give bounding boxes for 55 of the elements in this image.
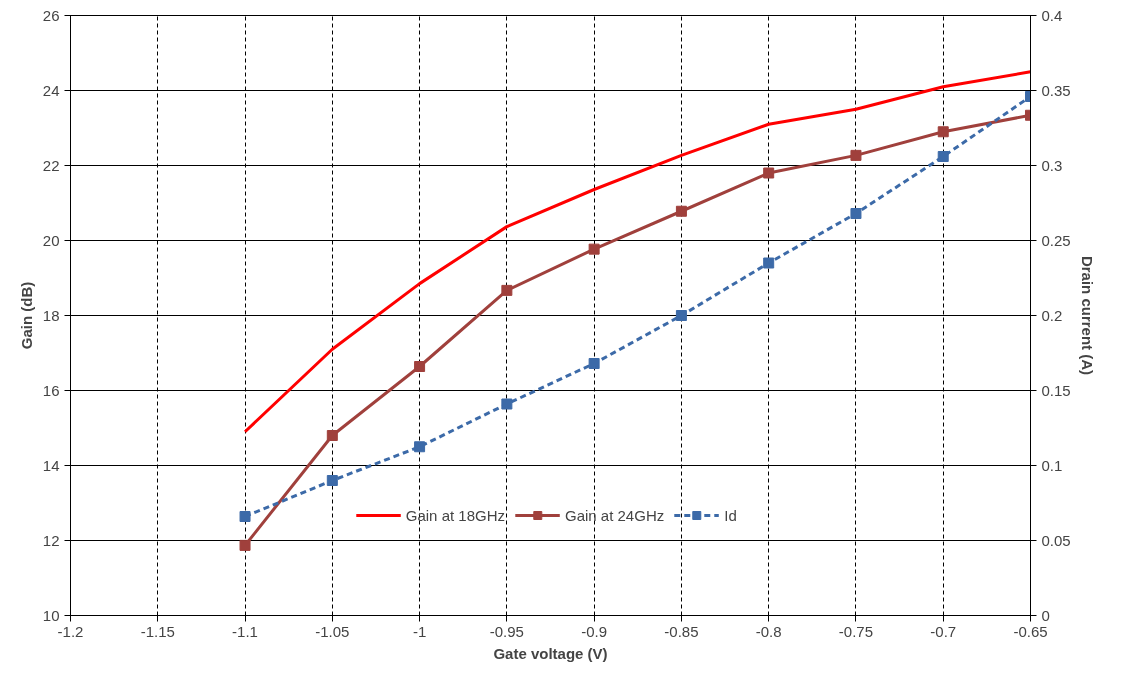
y2-tick-label: 0.1 (1041, 456, 1063, 474)
point (588, 358, 600, 369)
legend-label: Id (724, 506, 738, 524)
point (763, 257, 775, 269)
point (588, 243, 600, 255)
y-tick-label: 26 (42, 6, 60, 24)
y-axis-title: Gain (dB) (17, 281, 35, 350)
point (326, 475, 338, 486)
y2-tick-label: 0.4 (1041, 6, 1063, 24)
x-tick-label: -0.8 (755, 622, 782, 640)
point (239, 511, 251, 522)
point (675, 310, 687, 321)
x-tick-label: -0.75 (838, 622, 874, 640)
y2-axis-title: Drain current (A) (1078, 255, 1096, 376)
point (937, 151, 949, 162)
point (850, 149, 862, 161)
y-tick-label: 22 (42, 156, 60, 174)
point (850, 208, 862, 219)
x-tick-label: -1 (412, 622, 427, 640)
y-tick-label: 18 (42, 306, 60, 324)
point (937, 126, 949, 138)
point (501, 398, 513, 410)
x-tick-label: -0.7 (930, 622, 957, 640)
y2-tick-label: 0.25 (1041, 231, 1071, 249)
point (675, 205, 687, 217)
line-series (243, 70, 1031, 434)
point (501, 284, 513, 296)
y-tick-label: 12 (42, 531, 60, 549)
legend-label: Gain at 18GHz (405, 506, 505, 524)
point (414, 361, 426, 372)
y-tick-label: 20 (42, 231, 60, 249)
y2-tick-label: 0.05 (1041, 531, 1071, 549)
point (763, 167, 775, 179)
x-tick-label: -1.1 (232, 622, 258, 640)
y2-tick-label: 0.2 (1041, 306, 1063, 324)
y-tick-label: 24 (42, 81, 60, 99)
y2-tick-label: 0.3 (1041, 156, 1063, 174)
legend-label: Gain at 24GHz (565, 506, 665, 524)
x-tick-label: -1.05 (315, 622, 350, 640)
y-tick-label: 10 (42, 606, 60, 624)
point (326, 430, 338, 441)
point (239, 539, 251, 551)
x-tick-label: -0.85 (664, 622, 699, 640)
y2-tick-label: 0.35 (1041, 81, 1071, 99)
y-tick-label: 14 (42, 456, 60, 474)
y-tick-label: 16 (42, 381, 60, 399)
x-tick-label: -1.2 (57, 622, 84, 640)
x-tick-label: -0.95 (489, 622, 524, 640)
x-axis-title: Gate voltage (V) (493, 644, 608, 662)
y2-tick-label: 0 (1041, 606, 1050, 624)
point (414, 441, 426, 453)
y2-tick-label: 0.15 (1041, 381, 1071, 399)
x-tick-label: -1.15 (140, 622, 175, 640)
x-tick-label: -0.9 (581, 622, 608, 640)
x-tick-label: -0.65 (1013, 622, 1048, 640)
